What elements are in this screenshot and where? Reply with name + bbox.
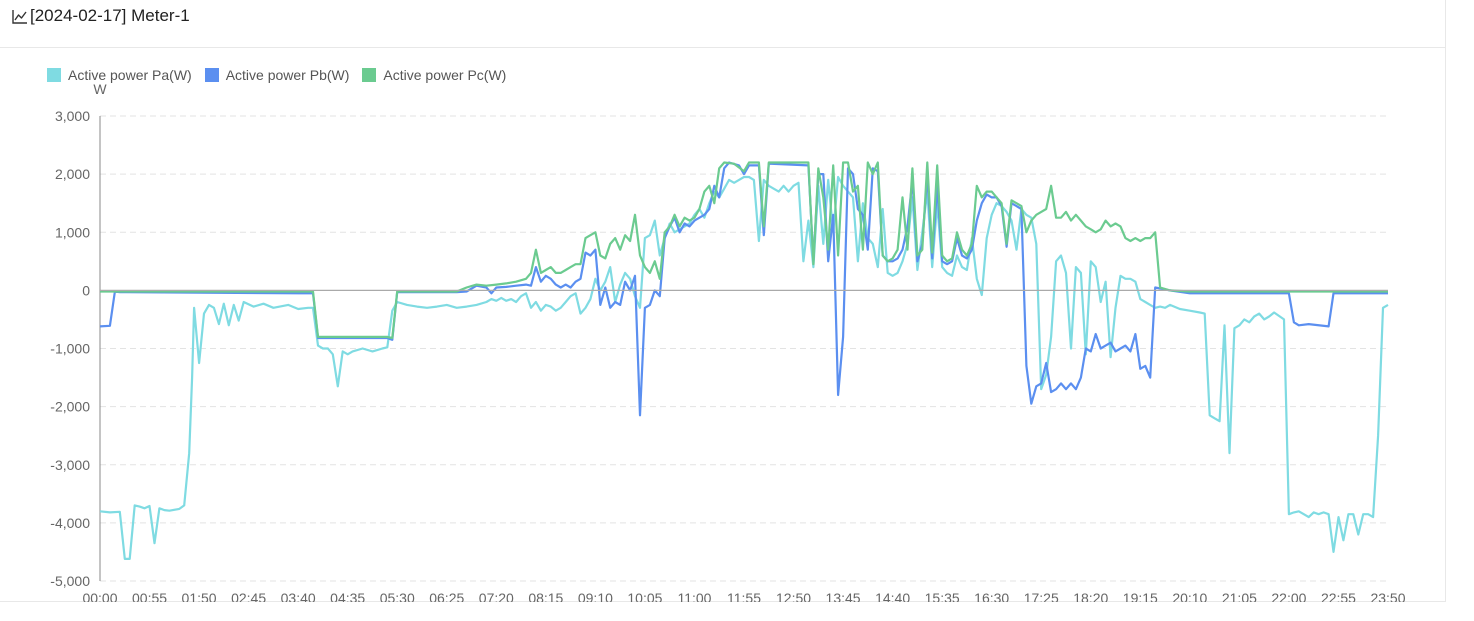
- y-tick-label: 3,000: [55, 108, 90, 124]
- legend-item-pb[interactable]: Active power Pb(W): [204, 67, 350, 83]
- x-tick-label: 12:50: [776, 590, 811, 602]
- legend-item-pa[interactable]: Active power Pa(W): [47, 67, 192, 83]
- x-tick-label: 22:55: [1321, 590, 1356, 602]
- x-tick-label: 23:50: [1370, 590, 1405, 602]
- x-tick-label: 01:50: [182, 590, 217, 602]
- line-chart-icon: [12, 9, 27, 24]
- y-tick-label: -5,000: [50, 573, 90, 589]
- x-tick-label: 11:00: [677, 590, 711, 602]
- series-line-pb: [99, 161, 1388, 417]
- page-title: [2024-02-17] Meter-1: [30, 6, 190, 25]
- legend-label-pc: Active power Pc(W): [383, 67, 507, 83]
- x-tick-label: 07:20: [479, 590, 514, 602]
- x-tick-label: 18:20: [1073, 590, 1108, 602]
- x-tick-label: 20:10: [1172, 590, 1207, 602]
- x-tick-label: 08:15: [528, 590, 563, 602]
- legend-swatch-pb: [204, 68, 219, 82]
- chart-legend[interactable]: Active power Pa(W) Active power Pb(W) Ac…: [47, 67, 519, 83]
- series-line-pc: [100, 161, 1388, 340]
- y-tick-label: -2,000: [50, 399, 90, 415]
- y-tick-label: 2,000: [55, 166, 90, 182]
- legend-label-pb: Active power Pb(W): [225, 67, 350, 83]
- legend-label-pa: Active power Pa(W): [68, 67, 192, 83]
- x-tick-label: 13:45: [826, 590, 861, 602]
- line-chart[interactable]: 3,000 2,000 1,000 0 -1,000 -2,000 -3,000 -4,000…: [0, 0, 1446, 602]
- x-tick-label: 21:05: [1222, 590, 1257, 602]
- x-tick-label: 19:15: [1123, 590, 1158, 602]
- chart-panel: [2024-02-17] Meter-1 Active power Pa(W) …: [0, 0, 1446, 602]
- y-tick-label: -3,000: [50, 457, 90, 473]
- legend-swatch-pa: [47, 68, 61, 82]
- x-tick-label: 14:40: [875, 590, 910, 602]
- x-tick-label: 03:40: [281, 590, 316, 602]
- x-tick-label: 22:00: [1271, 590, 1306, 602]
- x-tick-label: 15:35: [925, 590, 960, 602]
- legend-swatch-pc: [362, 68, 377, 82]
- x-tick-label: 16:30: [974, 590, 1009, 602]
- legend-item-pc[interactable]: Active power Pc(W): [362, 67, 506, 83]
- title-wrap: [2024-02-17] Meter-1: [11, 6, 190, 26]
- x-tick-label: 02:45: [231, 590, 266, 602]
- x-tick-label: 04:35: [330, 590, 365, 602]
- x-tick-label: 10:05: [627, 590, 662, 602]
- y-tick-label: -1,000: [50, 341, 90, 357]
- x-tick-label: 06:25: [429, 590, 464, 602]
- series-line-pa: [99, 175, 1389, 561]
- y-axis-label: W: [93, 81, 107, 97]
- x-tick-label: 09:10: [578, 590, 613, 602]
- panel-header: [2024-02-17] Meter-1: [0, 0, 1446, 48]
- x-tick-label: 05:30: [380, 590, 415, 602]
- x-tick-label: 11:55: [727, 590, 761, 602]
- x-tick-label: 00:55: [132, 590, 167, 602]
- x-tick-label: 00:00: [82, 590, 117, 602]
- y-tick-label: 1,000: [55, 224, 90, 240]
- y-tick-label: -4,000: [50, 515, 90, 531]
- y-tick-label: 0: [82, 282, 90, 298]
- x-tick-label: 17:25: [1024, 590, 1059, 602]
